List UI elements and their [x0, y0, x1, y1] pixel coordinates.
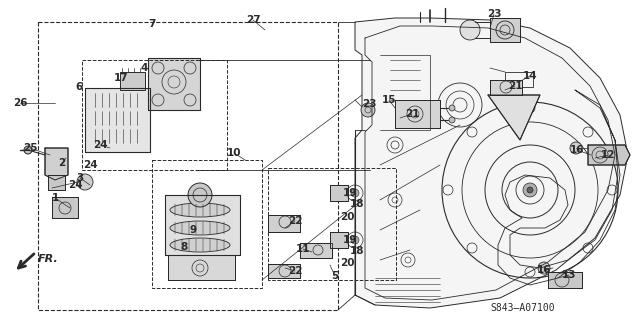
- Circle shape: [523, 183, 537, 197]
- Text: 2: 2: [58, 158, 66, 168]
- Polygon shape: [148, 58, 200, 110]
- Ellipse shape: [88, 110, 143, 126]
- Bar: [505, 72, 533, 87]
- Polygon shape: [548, 272, 582, 288]
- Text: 9: 9: [189, 225, 196, 235]
- Text: 23: 23: [362, 99, 376, 109]
- Text: 24: 24: [83, 160, 97, 170]
- Ellipse shape: [88, 128, 143, 144]
- Circle shape: [449, 105, 455, 111]
- Polygon shape: [268, 264, 300, 278]
- Text: 19: 19: [343, 188, 357, 198]
- Text: 19: 19: [343, 235, 357, 245]
- Polygon shape: [45, 148, 68, 180]
- Ellipse shape: [170, 238, 230, 252]
- Text: 13: 13: [562, 270, 576, 280]
- Ellipse shape: [88, 92, 143, 108]
- Polygon shape: [395, 100, 440, 128]
- Circle shape: [351, 189, 359, 197]
- Text: 22: 22: [288, 216, 302, 226]
- Text: 26: 26: [13, 98, 28, 108]
- Polygon shape: [48, 175, 65, 190]
- Polygon shape: [168, 255, 235, 280]
- Circle shape: [449, 117, 455, 123]
- Bar: [120, 72, 145, 90]
- Polygon shape: [330, 185, 348, 201]
- Text: 3: 3: [76, 173, 84, 183]
- Text: 21: 21: [404, 109, 419, 119]
- Text: 27: 27: [246, 15, 260, 25]
- Circle shape: [538, 262, 550, 274]
- Bar: [38, 22, 338, 310]
- Polygon shape: [165, 195, 240, 255]
- Polygon shape: [300, 243, 332, 258]
- Ellipse shape: [170, 221, 230, 235]
- Polygon shape: [488, 95, 540, 140]
- Text: 10: 10: [227, 148, 241, 158]
- Text: 22: 22: [288, 266, 302, 276]
- Text: 1: 1: [51, 193, 59, 203]
- Text: 16: 16: [570, 145, 584, 155]
- Text: 18: 18: [349, 199, 364, 209]
- Circle shape: [351, 236, 359, 244]
- Circle shape: [77, 174, 93, 190]
- Text: 20: 20: [340, 258, 355, 268]
- Circle shape: [361, 103, 375, 117]
- Text: 18: 18: [349, 246, 364, 256]
- Circle shape: [188, 183, 212, 207]
- Polygon shape: [85, 88, 150, 152]
- Polygon shape: [330, 232, 348, 248]
- Ellipse shape: [170, 203, 230, 217]
- Text: 12: 12: [601, 150, 615, 160]
- Polygon shape: [588, 145, 630, 165]
- Bar: [152, 160, 262, 288]
- Bar: [82, 60, 227, 170]
- Text: 17: 17: [114, 73, 128, 83]
- Text: 16: 16: [537, 265, 551, 275]
- Bar: [268, 168, 396, 280]
- Polygon shape: [52, 197, 78, 218]
- Polygon shape: [490, 18, 520, 42]
- Text: 24: 24: [93, 140, 108, 150]
- Text: 23: 23: [487, 9, 501, 19]
- Polygon shape: [490, 80, 522, 95]
- Text: 7: 7: [148, 19, 156, 29]
- Text: 25: 25: [23, 143, 37, 153]
- Polygon shape: [268, 215, 300, 232]
- Text: 6: 6: [76, 82, 83, 92]
- Text: 21: 21: [508, 81, 522, 91]
- Text: 11: 11: [296, 244, 310, 254]
- Text: 5: 5: [332, 271, 339, 281]
- Polygon shape: [355, 18, 628, 308]
- Text: 8: 8: [180, 242, 188, 252]
- Circle shape: [460, 20, 480, 40]
- Text: S843–A07100: S843–A07100: [490, 303, 555, 313]
- Text: FR.: FR.: [38, 254, 59, 264]
- Circle shape: [527, 187, 533, 193]
- Text: 15: 15: [381, 95, 396, 105]
- Text: 24: 24: [68, 180, 83, 190]
- Circle shape: [570, 142, 582, 154]
- Text: 14: 14: [523, 71, 538, 81]
- Text: 20: 20: [340, 212, 355, 222]
- Circle shape: [24, 146, 32, 154]
- Text: 4: 4: [140, 63, 148, 73]
